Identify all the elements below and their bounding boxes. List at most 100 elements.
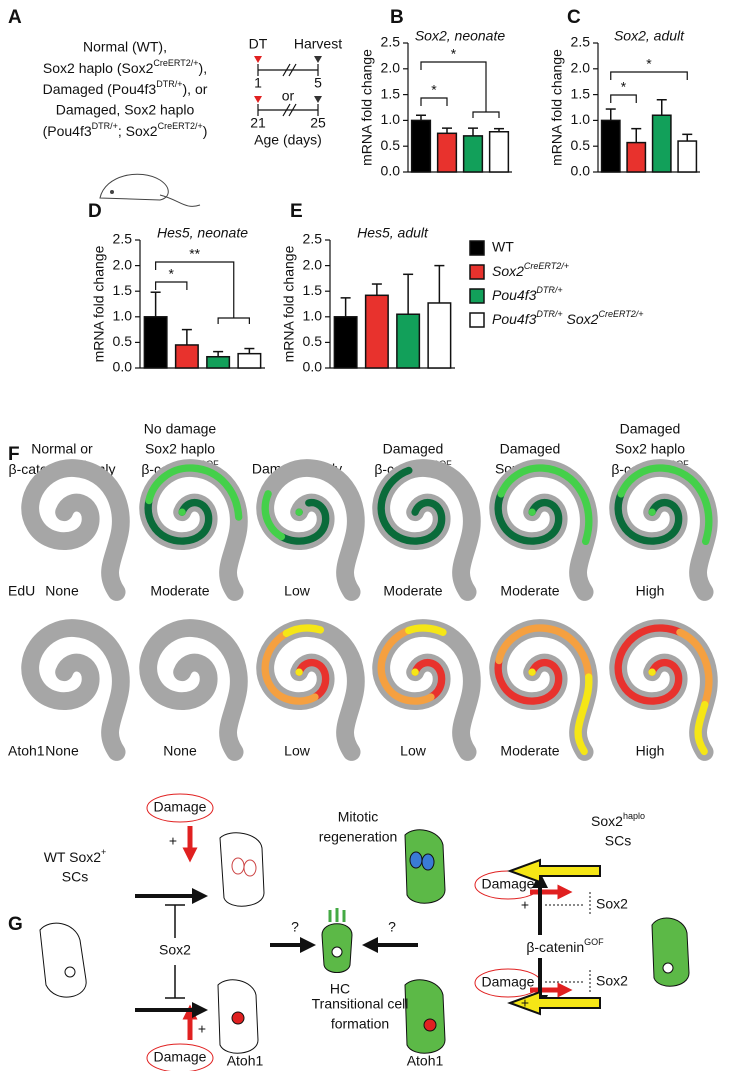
bar xyxy=(174,344,199,369)
legend-label-part: Sox2 xyxy=(563,311,599,327)
cochlea-signal xyxy=(494,464,593,596)
panel-label: G xyxy=(8,914,23,935)
column-header: Damaged xyxy=(620,421,681,437)
significance-bracket xyxy=(420,97,448,106)
y-axis-label: mRNA fold change xyxy=(281,245,297,362)
panel-label: C xyxy=(567,7,581,28)
legend-label: Pou4f3DTR/+ xyxy=(492,285,563,302)
bar xyxy=(237,352,262,369)
diagram-label-part: Sox2 xyxy=(591,813,623,829)
bar xyxy=(333,316,358,369)
y-tick-label: 2.0 xyxy=(571,60,591,76)
diagram-label: WT Sox2+ xyxy=(44,847,107,864)
diagram-label: Damage xyxy=(482,974,535,990)
timeline-axis: Age (days) xyxy=(254,132,322,148)
diagram-label-sup: GOF xyxy=(584,937,604,947)
y-tick-label: 2.0 xyxy=(303,256,323,272)
y-tick-label: 2.5 xyxy=(113,231,133,247)
diagram-label-part: WT Sox2 xyxy=(44,849,102,865)
diagram-label-sup: haplo xyxy=(623,811,645,821)
column-header: Damaged xyxy=(383,441,444,457)
diagram-label: SCs xyxy=(605,833,631,849)
group-label: (Pou4f3DTR/+; Sox2CreERT2/+) xyxy=(43,121,208,138)
timeline-label: 21 xyxy=(250,115,266,131)
cochlea xyxy=(256,459,365,601)
y-tick-label: 1.5 xyxy=(381,85,401,101)
group-label-sup: DTR/+ xyxy=(92,121,118,131)
bar xyxy=(436,132,458,173)
level-label: High xyxy=(636,583,665,599)
significance-label: * xyxy=(646,56,652,72)
legend-swatch xyxy=(469,264,485,280)
cochlea-signal xyxy=(377,624,476,756)
cochlea-signal xyxy=(144,464,243,596)
level-label: None xyxy=(45,583,79,599)
diagram-label: + xyxy=(198,1021,206,1037)
column-header: Normal or xyxy=(31,441,93,457)
diagram-label: + xyxy=(521,995,529,1011)
group-label: Damaged, Sox2 haplo xyxy=(56,102,195,118)
y-tick-label: 0.0 xyxy=(113,359,133,375)
panel-label: A xyxy=(8,7,22,28)
column-header: Damaged xyxy=(500,441,561,457)
significance-bracket xyxy=(420,61,500,118)
cochlea-signal xyxy=(494,624,593,756)
level-label: Moderate xyxy=(383,583,442,599)
bar xyxy=(488,131,510,173)
cochlea-signal xyxy=(614,624,713,756)
group-label-part: ), or xyxy=(183,81,208,97)
level-label: Low xyxy=(284,743,311,759)
diagram-label: β-cateninGOF xyxy=(526,937,604,954)
cochlea xyxy=(21,619,130,761)
cochlea-signal xyxy=(377,624,476,756)
y-axis-label: mRNA fold change xyxy=(359,49,375,166)
diagram-label: Sox2 xyxy=(159,942,191,958)
level-label: None xyxy=(45,743,79,759)
legend-label: Sox2CreERT2/+ xyxy=(492,261,569,278)
timeline-label: 25 xyxy=(310,115,326,131)
significance-label: * xyxy=(621,79,627,95)
diagram-label: Sox2 xyxy=(596,973,628,989)
legend-label-sup: CreERT2/+ xyxy=(524,261,569,271)
level-label: Moderate xyxy=(150,583,209,599)
diagram-label: Sox2 xyxy=(596,896,628,912)
cochlea-signal xyxy=(614,464,713,596)
cochlea xyxy=(372,619,481,761)
legend-swatch xyxy=(469,312,485,328)
legend-label: WT xyxy=(492,239,514,255)
group-label: Damaged (Pou4f3DTR/+), or xyxy=(43,79,208,96)
bar xyxy=(364,294,389,369)
diagram-label-sup: + xyxy=(101,847,106,857)
bar xyxy=(626,141,647,173)
diagram-label: Transitional cell xyxy=(312,996,409,1012)
timeline-label: Harvest xyxy=(294,36,342,52)
panel-label: B xyxy=(390,7,404,28)
y-tick-label: 0.5 xyxy=(571,137,591,153)
cochlea-signal xyxy=(377,464,476,596)
y-tick-label: 0.0 xyxy=(381,163,401,179)
column-header: No damage xyxy=(144,421,217,437)
timeline-label: 5 xyxy=(314,75,322,91)
cochlea-signal xyxy=(614,464,713,596)
group-label-sup: DTR/+ xyxy=(156,79,182,89)
timeline-label: 1 xyxy=(254,75,262,91)
significance-label: ** xyxy=(189,246,200,262)
bar xyxy=(427,302,452,369)
group-label-sup: CreERT2/+ xyxy=(158,121,203,131)
group-label-part: ; Sox2 xyxy=(118,123,158,139)
level-label: Low xyxy=(284,583,311,599)
level-label: Moderate xyxy=(500,583,559,599)
group-label-part: ), xyxy=(199,60,208,76)
legend-label-sup: DTR/+ xyxy=(536,285,562,295)
y-tick-label: 0.0 xyxy=(303,359,323,375)
cochlea-signal xyxy=(261,464,360,596)
legend-swatch xyxy=(469,240,485,256)
cochlea-signal xyxy=(494,464,593,596)
panel-label: F xyxy=(8,444,20,465)
legend-swatch xyxy=(469,288,485,304)
diagram-shapes xyxy=(39,56,690,1071)
group-label-part: Damaged (Pou4f3 xyxy=(43,81,157,97)
bar xyxy=(462,135,484,173)
diagram-label-part: β-catenin xyxy=(526,939,584,955)
